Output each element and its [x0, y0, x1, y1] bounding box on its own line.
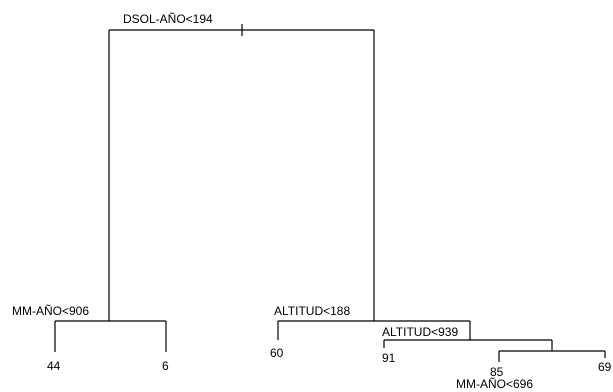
leaf-6-label: 6: [162, 359, 169, 373]
leaf-85-label: 85: [490, 365, 504, 379]
leaf-91-label: 91: [382, 351, 396, 365]
right-right-split-label: ALTITUD<939: [382, 325, 458, 339]
deep-split-label: MM-AÑO<696: [456, 377, 533, 391]
root-split-label: DSOL-AÑO<194: [123, 12, 213, 26]
left-split-label: MM-AÑO<906: [12, 304, 89, 318]
leaf-60-label: 60: [270, 346, 284, 360]
root-node: DSOL-AÑO<194: [109, 12, 374, 36]
right-branch: ALTITUD<188 60 ALTITUD<939 91 MM-AÑO<696…: [270, 30, 612, 391]
right-split-label: ALTITUD<188: [274, 304, 350, 318]
left-branch: MM-AÑO<906 44 6: [12, 30, 169, 373]
leaf-44-label: 44: [47, 359, 61, 373]
leaf-69-label: 69: [598, 360, 612, 374]
